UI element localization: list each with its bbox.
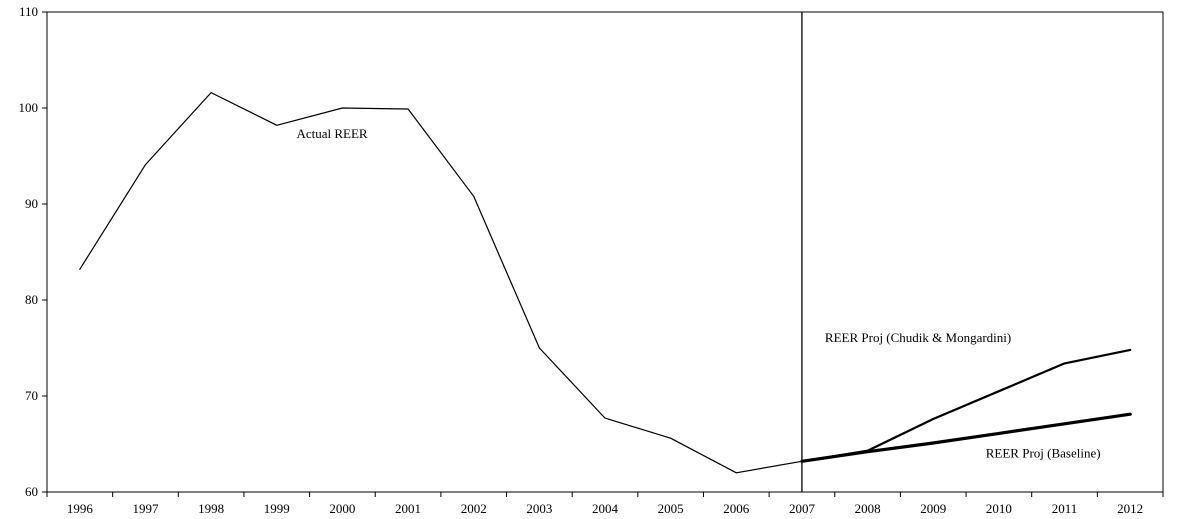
y-tick-label: 100 <box>19 100 39 115</box>
x-tick-label: 2006 <box>723 501 750 516</box>
x-tick-label: 1998 <box>198 501 224 516</box>
series-line-3 <box>800 412 1132 463</box>
y-axis: 60 70 80 90 100 110 <box>19 4 47 499</box>
x-tick-label: 2011 <box>1052 501 1078 516</box>
x-tick-label: 2002 <box>461 501 487 516</box>
series-annotation: REER Proj (Baseline) <box>986 445 1101 460</box>
x-tick-label: 1997 <box>132 501 159 516</box>
series-annotation: Actual REER <box>296 126 367 141</box>
x-tick-label: 1999 <box>264 501 290 516</box>
x-tick-label: 2004 <box>592 501 619 516</box>
x-axis: 1996 1997 1998 1999 2000 2001 2002 2003 2004 2005… <box>46 492 1164 516</box>
y-tick-label: 70 <box>25 388 38 403</box>
series-annotation: REER Proj (Chudik & Mongardini) <box>825 330 1011 345</box>
y-tick-label: 80 <box>25 292 38 307</box>
x-tick-label: 2005 <box>658 501 684 516</box>
x-tick-label: 2009 <box>920 501 946 516</box>
annotation-group: Actual REER REER Proj (Chudik & Mongardin… <box>296 126 1100 461</box>
x-tick-label: 2003 <box>526 501 552 516</box>
y-tick-label: 60 <box>25 484 38 499</box>
x-tick-label: 2000 <box>329 501 355 516</box>
y-tick-label: 90 <box>25 196 38 211</box>
y-tick-label: 110 <box>19 4 38 19</box>
x-tick-label: 2007 <box>789 501 816 516</box>
x-tick-label: 2010 <box>986 501 1012 516</box>
x-tick-label: 1996 <box>67 501 94 516</box>
x-tick-label: 2008 <box>855 501 881 516</box>
plot-area <box>46 11 1164 493</box>
x-tick-label: 2012 <box>1117 501 1143 516</box>
x-tick-label: 2001 <box>395 501 421 516</box>
series-line-1 <box>79 91 803 474</box>
series-group <box>79 91 1132 474</box>
